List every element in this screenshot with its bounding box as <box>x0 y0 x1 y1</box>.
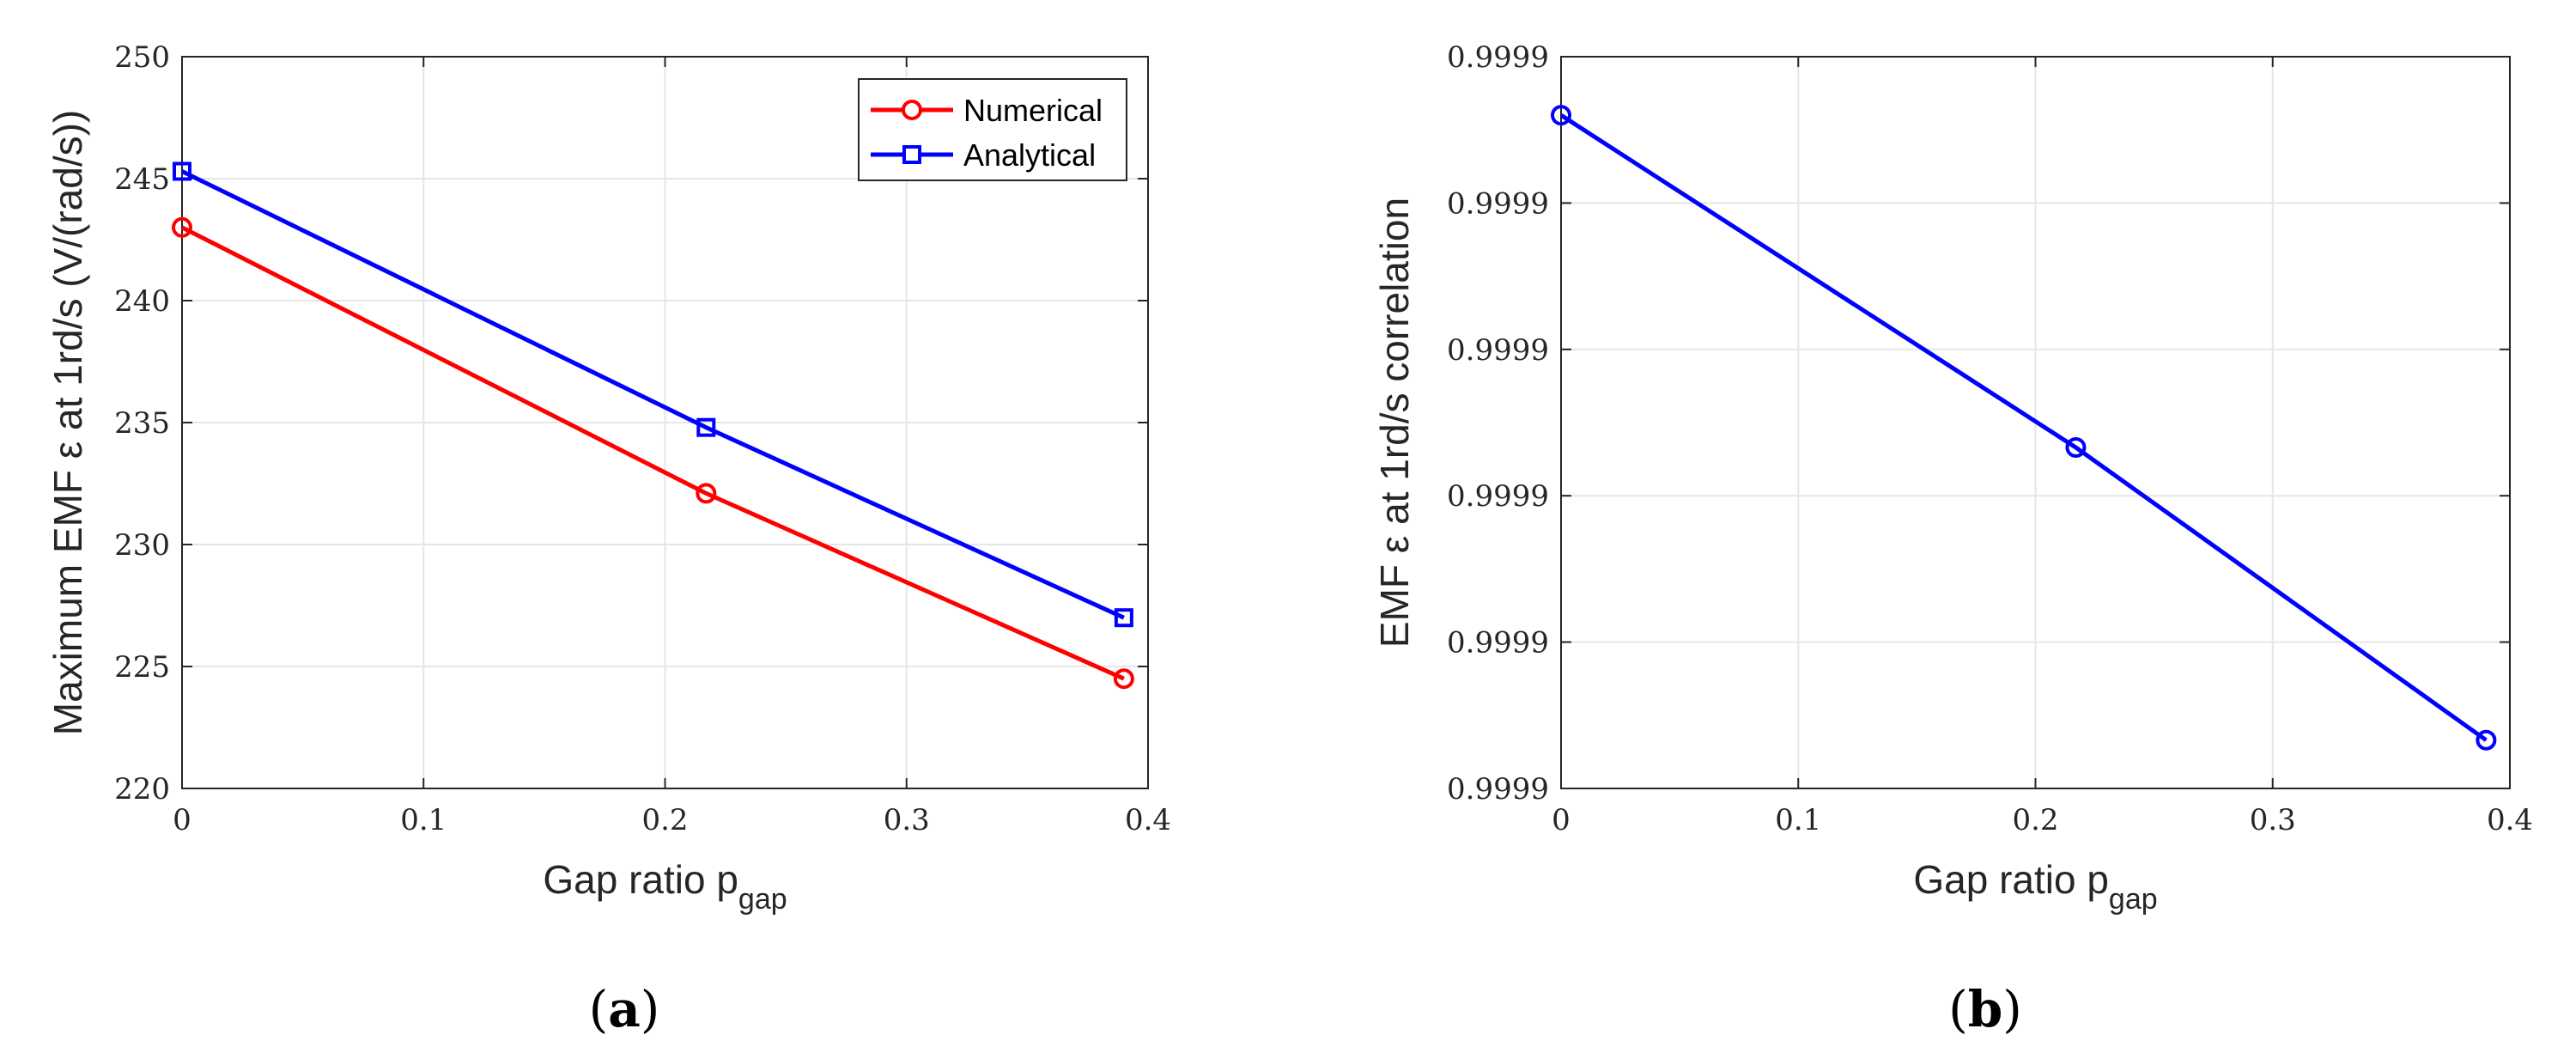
x-tick-label: 0.3 <box>2250 803 2296 837</box>
panel-label-letter: b <box>1968 980 2003 1038</box>
y-axis-title: Maximum EMF ε at 1rd/s (V/(rad/s)) <box>46 110 90 735</box>
x-axis-title-main: Gap ratio p <box>1913 857 2109 902</box>
y-tick-label: 0.9999 <box>1447 479 1549 514</box>
panel-label-close: ) <box>641 980 660 1038</box>
x-axis-title-main: Gap ratio p <box>543 857 738 902</box>
x-tick-label: 0.2 <box>641 803 688 837</box>
legend-marker-analytical <box>902 145 921 164</box>
x-axis-title-sub: gap <box>738 883 787 916</box>
y-tick-label: 235 <box>114 406 170 441</box>
data-point-numerical <box>696 483 717 504</box>
series-line-correlation <box>1559 113 2488 742</box>
x-tick-label: 0.2 <box>2012 803 2058 837</box>
panel-label-open: ( <box>1948 980 1968 1038</box>
y-tick-label: 0.9999 <box>1447 186 1549 221</box>
x-axis-title: Gap ratio pgap <box>543 857 787 916</box>
legend-label-analytical: Analytical <box>963 137 1096 173</box>
data-point-correlation <box>2065 436 2087 458</box>
panel-b: 0 0.1 0.2 0.3 0.4 0.9999 0.9999 0.9999 0.9999 0.9… <box>1372 40 2533 1038</box>
y-tick-label: 0.9999 <box>1447 626 1549 660</box>
data-point-correlation <box>1551 105 1571 126</box>
x-tick-label: 0.1 <box>400 803 447 837</box>
x-tick-label: 0.1 <box>1775 803 1821 837</box>
panel-label: (b) <box>1948 980 2022 1038</box>
data-point-analytical <box>173 161 191 181</box>
y-tick-label: 245 <box>114 162 170 197</box>
y-tick-label: 230 <box>114 528 170 563</box>
data-point-analytical <box>696 417 716 437</box>
data-point-numerical <box>172 216 192 238</box>
panel-a: 0 0.1 0.2 0.3 0.4 220 225 230 235 240 245 250 Numeri… <box>46 40 1171 1038</box>
legend: Numerical Analytical <box>858 78 1127 181</box>
x-axis-title: Gap ratio pgap <box>1913 857 2157 916</box>
legend-marker-numerical <box>902 100 922 120</box>
panel-label: (a) <box>589 980 660 1038</box>
y-tick-label: 0.9999 <box>1447 772 1549 806</box>
data-point-correlation <box>2476 729 2497 751</box>
x-tick-label: 0.3 <box>884 803 930 837</box>
y-tick-label: 240 <box>114 284 170 319</box>
legend-label-numerical: Numerical <box>963 93 1103 128</box>
y-tick-label: 225 <box>114 650 170 685</box>
series-line-numerical <box>180 225 1125 681</box>
y-tick-label: 250 <box>114 40 170 75</box>
y-tick-label: 0.9999 <box>1447 333 1549 368</box>
x-tick-label: 0.4 <box>2487 803 2533 837</box>
panel-label-letter: a <box>608 980 641 1038</box>
x-tick-label: 0 <box>173 803 191 837</box>
data-point-analytical <box>1114 608 1133 628</box>
data-point-numerical <box>1113 668 1134 690</box>
series-line-analytical <box>180 169 1125 620</box>
y-tick-label: 0.9999 <box>1447 40 1549 75</box>
y-axis-title: EMF ε at 1rd/s correlation <box>1372 198 1417 648</box>
y-tick-label: 220 <box>114 772 170 806</box>
panel-label-close: ) <box>2002 980 2022 1038</box>
panel-label-open: ( <box>589 980 609 1038</box>
x-tick-label: 0 <box>1552 803 1571 837</box>
x-axis-title-sub: gap <box>2109 883 2158 916</box>
x-tick-label: 0.4 <box>1125 803 1171 837</box>
